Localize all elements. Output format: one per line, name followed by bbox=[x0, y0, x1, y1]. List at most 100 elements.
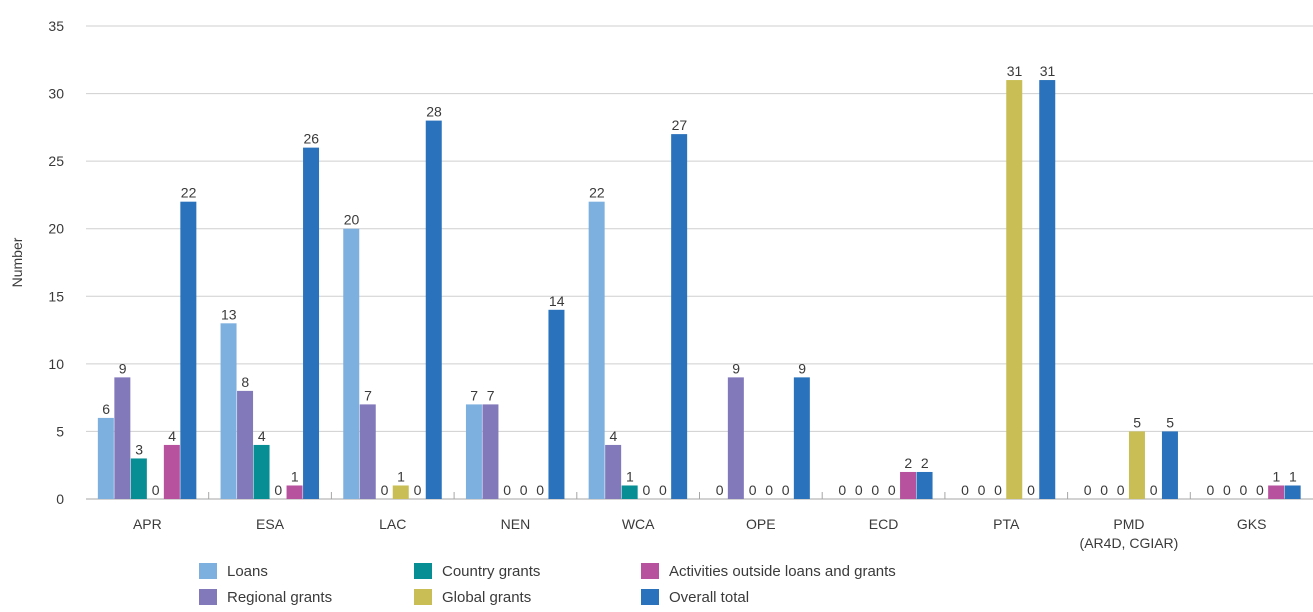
data-label: 5 bbox=[1133, 414, 1141, 430]
y-tick-label: 5 bbox=[56, 423, 64, 439]
x-category-label: OPE bbox=[746, 516, 776, 532]
y-tick-label: 15 bbox=[48, 288, 64, 304]
bar bbox=[97, 417, 114, 499]
x-category-label: ECD bbox=[869, 516, 899, 532]
bar bbox=[130, 458, 147, 499]
data-label: 7 bbox=[487, 387, 495, 403]
y-axis-label: Number bbox=[9, 237, 25, 287]
data-label: 27 bbox=[672, 117, 688, 133]
data-label: 0 bbox=[855, 482, 863, 498]
x-category-label: PTA bbox=[993, 516, 1020, 532]
legend-entry: Activities outside loans and grants bbox=[669, 563, 896, 580]
bar bbox=[1039, 80, 1056, 500]
data-label: 0 bbox=[1027, 482, 1035, 498]
data-label: 0 bbox=[1256, 482, 1264, 498]
legend-swatch bbox=[641, 589, 659, 605]
bar bbox=[359, 404, 376, 499]
data-label: 0 bbox=[520, 482, 528, 498]
bar bbox=[671, 134, 688, 499]
data-label: 9 bbox=[732, 360, 740, 376]
bars bbox=[97, 80, 1301, 500]
data-label: 0 bbox=[978, 482, 986, 498]
data-label: 0 bbox=[765, 482, 773, 498]
y-tick-label: 35 bbox=[48, 18, 64, 34]
legend-swatch bbox=[641, 563, 659, 579]
bar bbox=[916, 471, 933, 499]
data-label: 0 bbox=[871, 482, 879, 498]
legend: Loans Country grants Activities outside lo… bbox=[199, 563, 896, 606]
bar bbox=[180, 201, 197, 499]
y-tick-label: 25 bbox=[48, 153, 64, 169]
data-label: 7 bbox=[364, 387, 372, 403]
bar bbox=[392, 485, 409, 499]
y-axis-ticks: 0 5 10 15 20 25 30 35 bbox=[48, 18, 64, 507]
bar bbox=[220, 323, 237, 499]
data-label: 0 bbox=[659, 482, 667, 498]
data-label: 0 bbox=[1223, 482, 1231, 498]
legend-entry: Country grants bbox=[442, 563, 540, 580]
data-label: 8 bbox=[241, 374, 249, 390]
data-label: 0 bbox=[749, 482, 757, 498]
data-label: 1 bbox=[1273, 468, 1281, 484]
data-label: 22 bbox=[181, 185, 197, 201]
data-label: 7 bbox=[470, 387, 478, 403]
y-tick-label: 30 bbox=[48, 86, 64, 102]
data-label: 14 bbox=[549, 293, 565, 309]
bar bbox=[548, 309, 565, 499]
bar bbox=[303, 147, 320, 499]
data-label: 0 bbox=[888, 482, 896, 498]
data-label: 1 bbox=[626, 468, 634, 484]
y-tick-label: 20 bbox=[48, 221, 64, 237]
data-label: 1 bbox=[291, 468, 299, 484]
legend-entry: Loans bbox=[227, 563, 268, 580]
bar bbox=[482, 404, 499, 499]
bar bbox=[1268, 485, 1285, 499]
bar bbox=[621, 485, 638, 499]
x-axis-categories: APR ESA LAC NEN WCA OPE ECD PTA PMD (AR4D, CGIAR)… bbox=[133, 516, 1266, 551]
data-label: 28 bbox=[426, 104, 442, 120]
data-label: 2 bbox=[921, 455, 929, 471]
data-label: 1 bbox=[397, 468, 405, 484]
bar bbox=[793, 377, 810, 499]
data-label: 0 bbox=[961, 482, 969, 498]
x-category-label: (AR4D, CGIAR) bbox=[1080, 535, 1179, 551]
bar bbox=[465, 404, 482, 499]
data-label: 0 bbox=[381, 482, 389, 498]
data-label: 31 bbox=[1040, 63, 1056, 79]
x-category-label: LAC bbox=[379, 516, 406, 532]
bar bbox=[588, 201, 605, 499]
bar bbox=[1128, 431, 1145, 499]
data-label: 0 bbox=[1117, 482, 1125, 498]
data-label: 4 bbox=[610, 428, 618, 444]
x-category-label: WCA bbox=[622, 516, 655, 532]
bar bbox=[114, 377, 131, 499]
data-label: 0 bbox=[414, 482, 422, 498]
data-label: 22 bbox=[589, 185, 605, 201]
bar bbox=[163, 444, 180, 499]
data-label: 9 bbox=[119, 360, 127, 376]
data-label: 3 bbox=[135, 441, 143, 457]
data-label: 0 bbox=[782, 482, 790, 498]
x-category-label: GKS bbox=[1237, 516, 1267, 532]
x-category-label: APR bbox=[133, 516, 162, 532]
legend-swatch bbox=[414, 563, 432, 579]
x-category-label: ESA bbox=[256, 516, 285, 532]
data-label: 20 bbox=[344, 212, 360, 228]
data-label: 26 bbox=[304, 131, 320, 147]
data-label: 0 bbox=[838, 482, 846, 498]
gridlines bbox=[86, 25, 1313, 500]
data-label: 9 bbox=[798, 360, 806, 376]
data-label: 0 bbox=[716, 482, 724, 498]
data-label: 6 bbox=[102, 401, 110, 417]
data-label: 5 bbox=[1166, 414, 1174, 430]
bar bbox=[1006, 80, 1023, 500]
x-category-label: NEN bbox=[501, 516, 531, 532]
bar bbox=[286, 485, 303, 499]
legend-swatch bbox=[199, 563, 217, 579]
data-label: 0 bbox=[274, 482, 282, 498]
data-label: 4 bbox=[168, 428, 176, 444]
data-label: 0 bbox=[994, 482, 1002, 498]
bar bbox=[605, 444, 622, 499]
legend-entry: Overall total bbox=[669, 589, 749, 606]
